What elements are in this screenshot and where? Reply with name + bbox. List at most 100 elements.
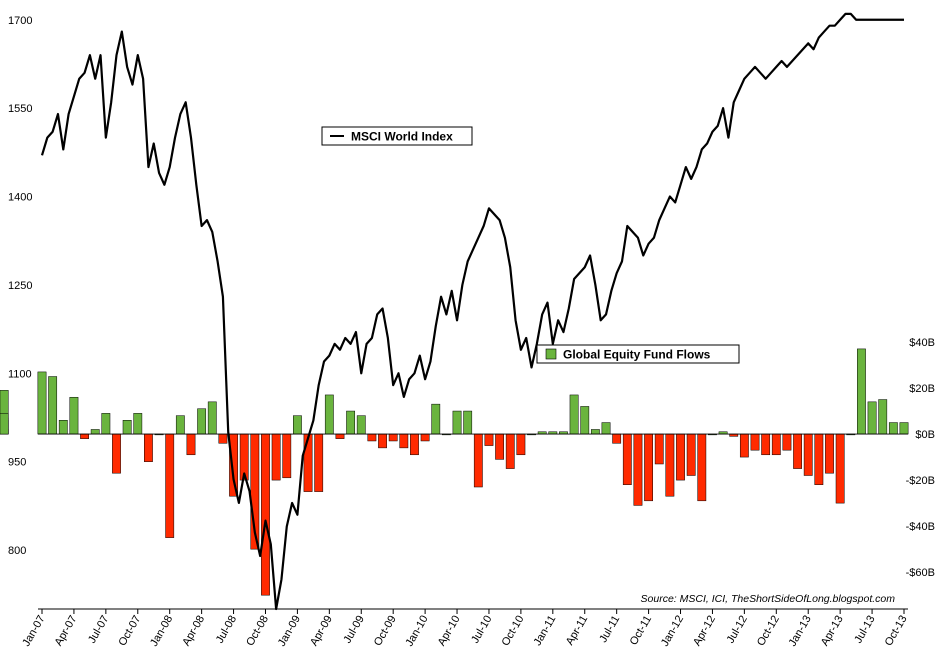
fund-flow-bar bbox=[654, 433, 664, 465]
left-axis-tick-label: 950 bbox=[8, 457, 26, 469]
fund-flow-bar bbox=[58, 420, 68, 435]
fund-flow-bar bbox=[324, 394, 334, 435]
fund-flow-bar bbox=[356, 415, 366, 435]
x-axis-tick-label: Oct-08 bbox=[244, 614, 271, 649]
right-axis-tick-label: $40B bbox=[909, 337, 935, 349]
left-axis-tick-label: 1700 bbox=[8, 15, 32, 27]
right-axis: $40B $20B $0B -$20B -$40B -$60B bbox=[906, 337, 935, 579]
fund-flow-bar bbox=[261, 433, 270, 596]
fund-flow-bar bbox=[452, 410, 462, 435]
fund-flow-bar bbox=[569, 394, 579, 435]
fund-flow-bar bbox=[750, 433, 760, 451]
legend-bar-swatch bbox=[545, 348, 557, 360]
x-axis-tick-label: Apr-08 bbox=[180, 614, 207, 649]
left-axis-tick-label: 1400 bbox=[8, 192, 32, 204]
fund-flow-bar bbox=[271, 433, 281, 481]
fund-flow-bar bbox=[601, 422, 611, 435]
fund-flow-bar bbox=[835, 433, 845, 504]
legend-fund-flows: Global Equity Fund Flows bbox=[536, 344, 740, 364]
x-axis-tick-label: Jul-13 bbox=[852, 614, 877, 646]
x-axis-tick-label: Jan-11 bbox=[532, 614, 559, 648]
fund-flow-bar bbox=[739, 433, 749, 458]
fund-flow-bar bbox=[878, 399, 888, 435]
x-axis-tick-label: Jul-07 bbox=[86, 614, 111, 646]
left-axis-tick-label: 1550 bbox=[8, 103, 32, 115]
fund-flow-bar bbox=[378, 433, 387, 449]
right-axis-tick-label: -$20B bbox=[906, 475, 935, 487]
fund-flow-bar bbox=[590, 429, 600, 435]
fund-flow-bar bbox=[218, 433, 228, 444]
right-axis-tick-label: $0B bbox=[915, 429, 935, 441]
x-axis-tick-label: Oct-09 bbox=[372, 614, 399, 649]
x-axis: Jan-07 Apr-07 Jul-07 Oct-07 Jan-08 Apr-08 Jul-… bbox=[20, 609, 910, 649]
fund-flow-bar bbox=[761, 433, 771, 456]
fund-flow-bar bbox=[473, 433, 483, 488]
fund-flow-bar bbox=[622, 433, 632, 485]
fund-flow-bar bbox=[37, 371, 47, 435]
fund-flow-bar bbox=[793, 433, 802, 469]
x-axis-tick-label: Oct-07 bbox=[116, 614, 143, 649]
fund-flow-bar bbox=[505, 433, 515, 469]
x-axis-tick-label: Jan-09 bbox=[276, 614, 303, 649]
left-axis-tick-label: 1250 bbox=[8, 280, 32, 292]
fund-flow-bar bbox=[48, 376, 58, 435]
right-axis-tick-label: -$60B bbox=[906, 567, 935, 579]
fund-flow-bar bbox=[771, 433, 781, 456]
x-axis-tick-label: Jul-09 bbox=[341, 614, 366, 646]
right-axis-tick-label: $20B bbox=[909, 383, 935, 395]
fund-flow-bar bbox=[197, 408, 207, 435]
x-axis-tick-label: Apr-10 bbox=[436, 614, 463, 649]
fund-flow-bar bbox=[80, 433, 89, 439]
fund-flow-bar bbox=[697, 433, 707, 502]
fund-flow-bar bbox=[495, 433, 505, 460]
fund-flow-bar bbox=[814, 433, 824, 485]
fund-flow-bar bbox=[133, 413, 143, 435]
x-axis-tick-label: Jan-12 bbox=[659, 614, 686, 649]
x-axis-tick-label: Oct-13 bbox=[883, 614, 910, 649]
x-axis-tick-label: Jan-13 bbox=[787, 614, 814, 649]
x-axis-tick-label: Apr-07 bbox=[53, 614, 80, 649]
fund-flow-bar bbox=[825, 433, 834, 474]
x-axis-tick-label: Jul-12 bbox=[725, 614, 750, 646]
fund-flow-bar bbox=[399, 433, 409, 449]
fund-flow-bar bbox=[112, 433, 121, 474]
left-axis-tick-label: 800 bbox=[8, 545, 26, 557]
fund-flow-bar bbox=[175, 415, 185, 435]
x-axis-tick-label: Apr-12 bbox=[691, 614, 718, 649]
fund-flow-bar bbox=[282, 433, 292, 479]
msci-world-index-line bbox=[40, 12, 904, 611]
fund-flow-bar bbox=[857, 348, 866, 435]
fund-flow-bar bbox=[90, 429, 100, 435]
fund-flow-bar bbox=[484, 433, 494, 446]
x-axis-tick-label: Oct-10 bbox=[500, 614, 527, 649]
fund-flow-bar bbox=[303, 433, 313, 492]
fund-flow-bar bbox=[676, 433, 685, 481]
fund-flow-bar bbox=[899, 422, 909, 435]
fund-flow-bar bbox=[0, 413, 9, 435]
right-axis-tick-label: -$40B bbox=[906, 521, 935, 533]
x-axis-tick-label: Oct-12 bbox=[755, 614, 782, 649]
fund-flow-bar bbox=[314, 433, 324, 492]
fund-flow-bar bbox=[612, 433, 622, 444]
left-axis-tick-label: 1100 bbox=[8, 368, 32, 380]
fund-flow-bar bbox=[867, 401, 877, 435]
fund-flow-bar bbox=[803, 433, 813, 476]
x-axis-tick-label: Jan-10 bbox=[403, 614, 430, 649]
fund-flow-bar bbox=[229, 433, 238, 497]
fund-flow-bar bbox=[410, 433, 419, 456]
fund-flow-bar bbox=[367, 433, 377, 442]
fund-flow-bar bbox=[782, 433, 792, 451]
legend-msci-label: MSCI World Index bbox=[351, 130, 453, 144]
x-axis-tick-label: Apr-09 bbox=[308, 614, 335, 649]
x-axis-tick-label: Apr-13 bbox=[819, 614, 846, 649]
fund-flow-bar bbox=[186, 433, 196, 456]
left-axis: 800 950 1100 1250 1400 1550 1700 bbox=[8, 15, 32, 557]
fund-flow-bar bbox=[388, 433, 398, 442]
x-axis-tick-label: Jul-08 bbox=[214, 614, 239, 646]
fund-flow-bar bbox=[686, 433, 696, 476]
legend-msci: MSCI World Index bbox=[321, 126, 473, 146]
fund-flow-bar bbox=[346, 410, 356, 435]
fund-flow-bar bbox=[144, 433, 153, 462]
x-axis-tick-label: Jul-10 bbox=[469, 614, 494, 646]
